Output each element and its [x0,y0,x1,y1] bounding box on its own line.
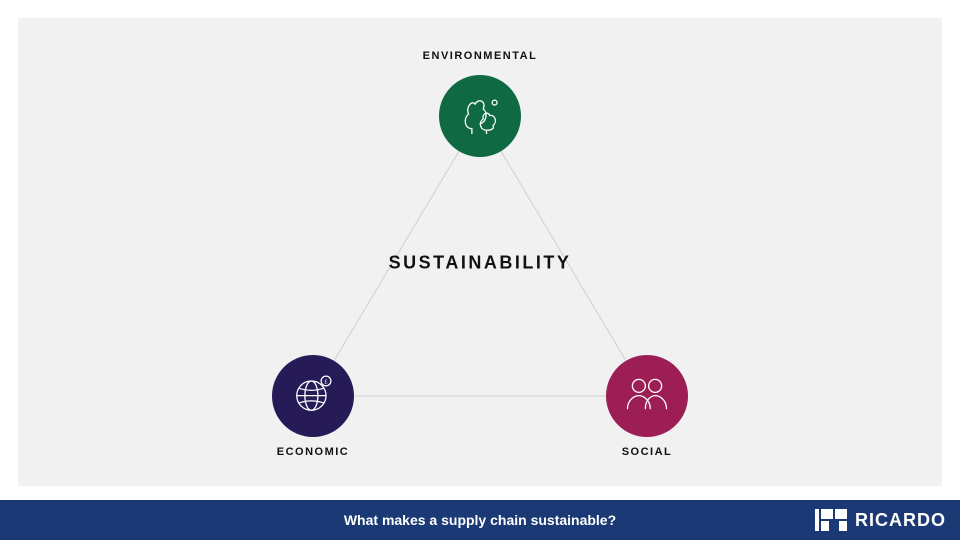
svg-text:£: £ [324,379,328,385]
page: SUSTAINABILITY ENVIRONMENTAL £ ECONOMIC SOC… [0,0,960,540]
node-label-economic: ECONOMIC [277,446,350,458]
footer-text: What makes a supply chain sustainable? [344,512,616,528]
node-social [606,355,688,437]
trees-icon [454,88,506,145]
footer-bar: What makes a supply chain sustainable? R… [0,500,960,540]
brand-word: RICARDO [855,510,946,531]
brand: RICARDO [815,500,946,540]
globe-icon: £ [287,368,339,425]
diagram-canvas: SUSTAINABILITY ENVIRONMENTAL £ ECONOMIC SOC… [18,18,942,486]
center-label: SUSTAINABILITY [389,253,572,274]
node-economic: £ [272,355,354,437]
node-label-environmental: ENVIRONMENTAL [423,50,538,62]
people-icon [621,368,673,425]
node-label-social: SOCIAL [622,446,673,458]
brand-mark-icon [815,509,849,531]
node-environmental [439,75,521,157]
